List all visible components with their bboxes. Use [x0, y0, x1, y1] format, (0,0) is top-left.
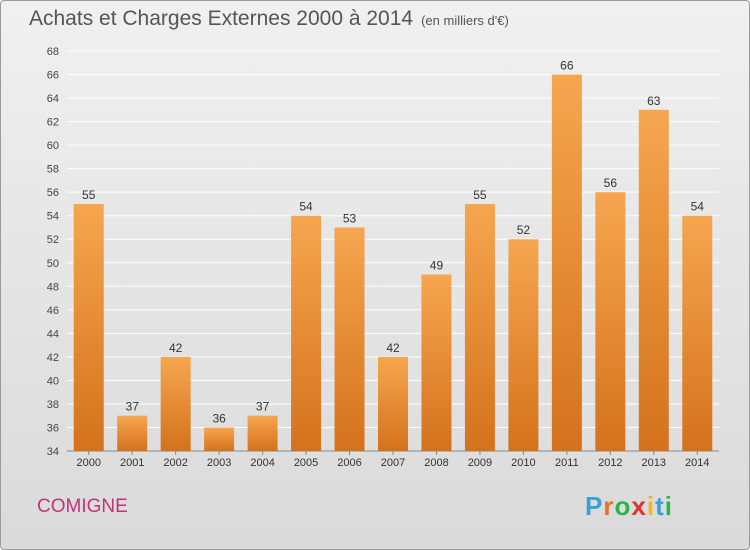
bar-2008 [421, 274, 452, 451]
brand-letter: x [631, 491, 647, 521]
data-label: 36 [212, 411, 226, 425]
x-tick-label: 2012 [598, 457, 622, 469]
bar-2014 [682, 215, 713, 451]
chart-subtitle: (en milliers d'€) [421, 13, 509, 28]
x-tick-label: 2000 [76, 457, 100, 469]
brand-logo: Proxiti [585, 491, 673, 522]
bar-2007 [378, 356, 408, 451]
y-tick-label: 40 [47, 375, 59, 387]
y-tick-label: 54 [47, 211, 59, 223]
x-tick-label: 2001 [120, 457, 144, 469]
y-tick-label: 36 [47, 422, 59, 434]
x-axis-ticks: 2000 2001 2002 2003 2004 2005 2006 2007 2008 2009… [76, 451, 710, 469]
y-tick-label: 38 [47, 399, 59, 411]
brand-letter: o [614, 491, 632, 521]
data-label: 55 [473, 188, 487, 202]
y-tick-label: 58 [47, 164, 59, 176]
x-tick-label: 2008 [424, 457, 448, 469]
brand-letter: i [664, 491, 673, 521]
brand-letter: P [585, 491, 604, 521]
x-tick-label: 2007 [381, 457, 405, 469]
title-text: Achats et Charges Externes 2000 à 2014 [29, 7, 414, 30]
bar-2001 [117, 415, 148, 451]
bar-2000 [73, 203, 104, 451]
data-label: 54 [691, 200, 705, 214]
y-tick-label: 34 [47, 446, 59, 458]
data-label: 42 [169, 341, 183, 355]
x-tick-label: 2013 [642, 457, 666, 469]
bar-2009 [464, 203, 495, 451]
bar-2004 [247, 415, 278, 451]
chart-title: Achats et Charges Externes 2000 à 2014 (e… [29, 7, 509, 31]
location-name: COMIGNE [37, 496, 128, 517]
x-tick-label: 2006 [337, 457, 361, 469]
y-tick-label: 66 [47, 70, 59, 82]
data-label: 37 [126, 400, 140, 414]
brand-letter: r [603, 491, 615, 521]
y-tick-label: 48 [47, 281, 59, 293]
bar-2005 [291, 215, 322, 451]
bar-2012 [595, 192, 626, 452]
y-tick-label: 44 [47, 328, 59, 340]
data-labels: 55 37 42 36 37 54 53 42 49 55 52 66 56 63 54 [82, 59, 704, 426]
x-tick-label: 2005 [294, 457, 318, 469]
bars [73, 74, 713, 452]
y-tick-label: 50 [47, 258, 59, 270]
bar-2013 [638, 109, 669, 451]
x-tick-label: 2010 [511, 457, 535, 469]
bar-2002 [160, 356, 191, 451]
data-label: 42 [386, 341, 400, 355]
y-axis-ticks: 34 36 38 40 42 44 46 48 50 52 54 56 58 60 62 64 66 68 [47, 46, 59, 458]
data-label: 66 [560, 59, 574, 73]
y-tick-label: 62 [47, 117, 59, 129]
data-label: 37 [256, 400, 270, 414]
x-tick-label: 2011 [555, 457, 579, 469]
data-label: 52 [517, 223, 531, 237]
y-tick-label: 56 [47, 187, 59, 199]
y-tick-label: 42 [47, 352, 59, 364]
brand-letter: t [655, 491, 665, 521]
data-label: 63 [647, 94, 661, 108]
x-tick-label: 2014 [685, 457, 709, 469]
y-tick-label: 52 [47, 234, 59, 246]
data-label: 53 [343, 211, 357, 225]
y-tick-label: 60 [47, 140, 59, 152]
data-label: 49 [430, 259, 444, 273]
brand-letter: i [646, 491, 656, 521]
bar-2010 [508, 239, 539, 451]
y-tick-label: 46 [47, 305, 59, 317]
x-tick-label: 2004 [250, 457, 274, 469]
data-label: 54 [299, 200, 313, 214]
y-tick-label: 68 [47, 46, 59, 58]
x-tick-label: 2009 [468, 457, 492, 469]
bar-2011 [551, 74, 582, 451]
bar-2003 [204, 427, 235, 451]
data-label: 55 [82, 188, 96, 202]
x-tick-label: 2002 [163, 457, 187, 469]
bar-2006 [334, 227, 365, 451]
x-tick-label: 2003 [207, 457, 231, 469]
data-label: 56 [604, 176, 618, 190]
y-tick-label: 64 [47, 93, 59, 105]
